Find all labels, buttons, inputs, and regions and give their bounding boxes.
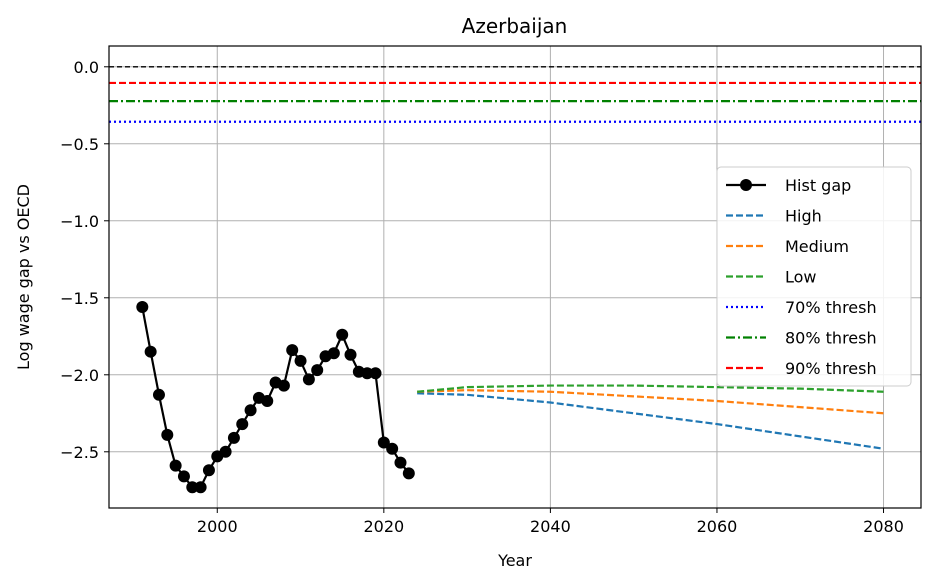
- data-point: [136, 301, 149, 314]
- x-tick-label: 2060: [697, 517, 738, 536]
- data-point: [327, 347, 340, 360]
- legend-entry-label: 70% thresh: [785, 298, 877, 317]
- y-tick-label: −2.0: [60, 366, 99, 385]
- data-point: [152, 388, 165, 401]
- series-line: [141, 306, 410, 489]
- data-point: [394, 456, 407, 469]
- series-line: [417, 392, 884, 450]
- y-tick-label: −0.5: [60, 135, 99, 154]
- data-point: [336, 328, 349, 341]
- data-point: [227, 431, 240, 444]
- data-point: [236, 418, 249, 431]
- data-point: [169, 459, 182, 472]
- y-axis-label: Log wage gap vs OECD: [14, 184, 33, 370]
- data-point: [286, 344, 299, 357]
- chart-title: Azerbaijan: [462, 14, 568, 38]
- x-tick-label: 2000: [197, 517, 238, 536]
- legend-marker: [740, 179, 752, 191]
- data-point: [177, 470, 190, 483]
- legend-box: [716, 166, 912, 387]
- threshold-lines: [109, 66, 921, 123]
- data-point: [144, 345, 157, 358]
- x-tick-label: 2080: [863, 517, 904, 536]
- data-point: [219, 445, 232, 458]
- data-point: [202, 464, 215, 477]
- data-point: [402, 467, 415, 480]
- legend-entry-label: Hist gap: [785, 176, 851, 195]
- y-tick-label: 0.0: [74, 58, 99, 77]
- legend-entry-label: 90% thresh: [785, 359, 877, 378]
- data-point: [302, 373, 315, 386]
- y-tick-label: −1.5: [60, 289, 99, 308]
- data-point: [361, 367, 374, 380]
- y-tick-label: −2.5: [60, 443, 99, 462]
- series-lines: [136, 301, 884, 494]
- data-point: [294, 354, 307, 367]
- data-point: [344, 348, 357, 361]
- legend-entry-label: Low: [785, 268, 817, 287]
- data-point: [194, 481, 207, 494]
- x-axis-ticks: 2000 2020 2040 2060 2080: [197, 508, 904, 536]
- legend-entry-label: High: [785, 207, 822, 226]
- y-axis-ticks: 0.0 −0.5 −1.0 −1.5 −2.0 −2.5: [60, 58, 109, 462]
- plot-frame: [108, 45, 922, 509]
- legend: Hist gap High Medium Low 70% thresh 80% thres…: [716, 166, 912, 387]
- data-point: [186, 481, 199, 494]
- y-tick-label: −1.0: [60, 212, 99, 231]
- data-point: [277, 379, 290, 392]
- legend-entry-label: 80% thresh: [785, 329, 877, 348]
- x-tick-label: 2020: [363, 517, 404, 536]
- data-point: [261, 394, 274, 407]
- data-point: [161, 428, 174, 441]
- legend-entry-label: Medium: [785, 237, 849, 256]
- series-line: [417, 384, 884, 393]
- data-point: [311, 364, 324, 377]
- data-point: [386, 442, 399, 455]
- x-axis-label: Year: [497, 551, 532, 570]
- x-tick-label: 2040: [530, 517, 571, 536]
- data-point: [244, 404, 257, 417]
- data-point: [377, 436, 390, 449]
- data-point: [369, 367, 382, 380]
- series-line: [417, 389, 884, 415]
